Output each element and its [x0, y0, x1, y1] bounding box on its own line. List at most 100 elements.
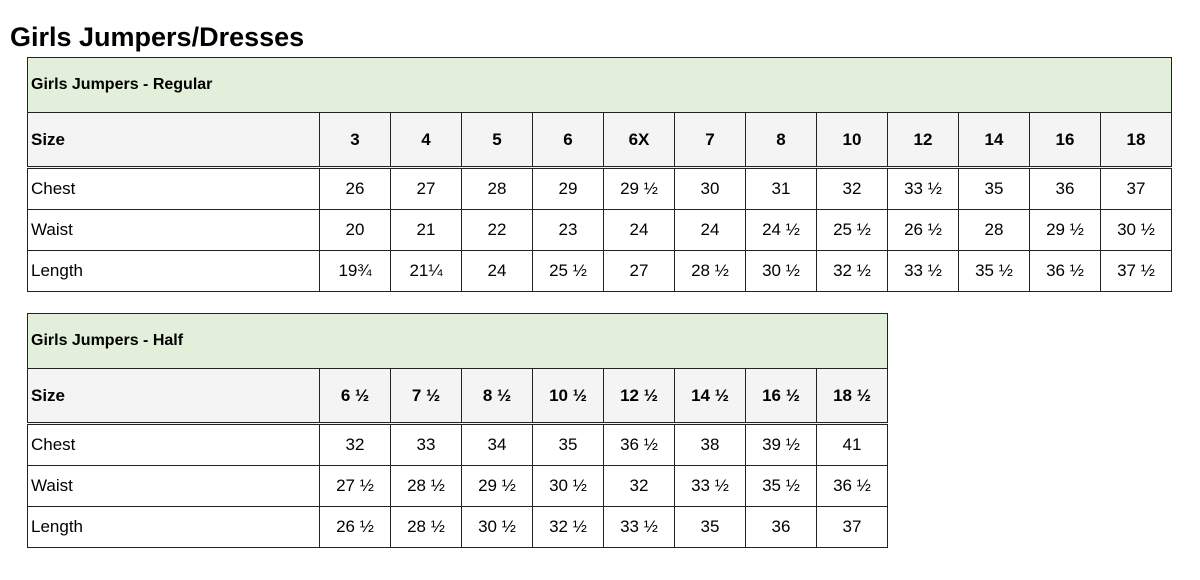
measurement-cell: 28 — [461, 167, 533, 210]
measurement-cell: 29 — [532, 167, 604, 210]
table-title: Girls Jumpers - Half — [27, 313, 888, 369]
measurement-cell: 23 — [532, 209, 604, 251]
size-header: 18 ½ — [816, 368, 888, 425]
size-header: 6 ½ — [319, 368, 391, 425]
measurement-cell: 36 ½ — [603, 423, 675, 466]
row-label: Length — [27, 506, 320, 548]
measurement-cell: 31 — [745, 167, 817, 210]
measurement-cell: 26 ½ — [319, 506, 391, 548]
measurement-cell: 36 — [745, 506, 817, 548]
measurement-cell: 32 ½ — [816, 250, 888, 292]
regular-size-table: Girls Jumpers - Regular Size 3 4 5 6 6X 7 8 10 12 1… — [27, 57, 1172, 292]
size-header: 14 — [958, 112, 1030, 169]
measurement-cell: 29 ½ — [603, 167, 675, 210]
measurement-cell: 24 — [461, 250, 533, 292]
measurement-cell: 24 ½ — [745, 209, 817, 251]
row-label: Waist — [27, 465, 320, 507]
measurement-cell: 33 ½ — [674, 465, 746, 507]
measurement-cell: 33 ½ — [887, 250, 959, 292]
table-row: Length 26 ½ 28 ½ 30 ½ 32 ½ 33 ½ 35 36 37 — [27, 506, 888, 548]
size-header: 16 ½ — [745, 368, 817, 425]
size-header: 3 — [319, 112, 391, 169]
table-row: Chest 26 27 28 29 29 ½ 30 31 32 33 ½ 35 36 37 — [27, 167, 1172, 210]
measurement-cell: 27 — [390, 167, 462, 210]
measurement-cell: 35 — [958, 167, 1030, 210]
measurement-cell: 30 ½ — [461, 506, 533, 548]
measurement-cell: 24 — [603, 209, 675, 251]
measurement-cell: 19¾ — [319, 250, 391, 292]
measurement-cell: 28 ½ — [674, 250, 746, 292]
table-row: Waist 20 21 22 23 24 24 24 ½ 25 ½ 26 ½ 28 29 ½ 30 ½ — [27, 209, 1172, 251]
measurement-cell: 24 — [674, 209, 746, 251]
table-row: Waist 27 ½ 28 ½ 29 ½ 30 ½ 32 33 ½ 35 ½ 36 ½ — [27, 465, 888, 507]
measurement-cell: 26 ½ — [887, 209, 959, 251]
row-label: Length — [27, 250, 320, 292]
measurement-cell: 29 ½ — [461, 465, 533, 507]
table-row: Length 19¾ 21¼ 24 25 ½ 27 28 ½ 30 ½ 32 ½ 33 ½ 35 ½… — [27, 250, 1172, 292]
measurement-cell: 21¼ — [390, 250, 462, 292]
measurement-cell: 35 ½ — [745, 465, 817, 507]
row-label: Chest — [27, 423, 320, 466]
table-title-row: Girls Jumpers - Regular — [27, 57, 1172, 113]
measurement-cell: 39 ½ — [745, 423, 817, 466]
measurement-cell: 32 ½ — [532, 506, 604, 548]
measurement-cell: 30 ½ — [532, 465, 604, 507]
size-header: 4 — [390, 112, 462, 169]
measurement-cell: 35 — [674, 506, 746, 548]
size-header: 5 — [461, 112, 533, 169]
size-header: 10 ½ — [532, 368, 604, 425]
measurement-cell: 37 ½ — [1100, 250, 1172, 292]
measurement-cell: 27 ½ — [319, 465, 391, 507]
size-header: 12 ½ — [603, 368, 675, 425]
size-header: 14 ½ — [674, 368, 746, 425]
size-header: 6 — [532, 112, 604, 169]
measurement-cell: 36 — [1029, 167, 1101, 210]
measurement-cell: 32 — [319, 423, 391, 466]
size-header: 12 — [887, 112, 959, 169]
table-title-row: Girls Jumpers - Half — [27, 313, 888, 369]
row-label: Chest — [27, 167, 320, 210]
measurement-cell: 33 — [390, 423, 462, 466]
measurement-cell: 30 ½ — [745, 250, 817, 292]
measurement-cell: 28 ½ — [390, 465, 462, 507]
measurement-cell: 26 — [319, 167, 391, 210]
header-label: Size — [27, 368, 320, 425]
page-title: Girls Jumpers/Dresses — [10, 22, 305, 52]
measurement-cell: 27 — [603, 250, 675, 292]
size-header: 18 — [1100, 112, 1172, 169]
measurement-cell: 25 ½ — [532, 250, 604, 292]
measurement-cell: 37 — [816, 506, 888, 548]
measurement-cell: 35 — [532, 423, 604, 466]
size-header: 6X — [603, 112, 675, 169]
measurement-cell: 36 ½ — [1029, 250, 1101, 292]
measurement-cell: 36 ½ — [816, 465, 888, 507]
header-label: Size — [27, 112, 320, 169]
measurement-cell: 32 — [816, 167, 888, 210]
size-header: 16 — [1029, 112, 1101, 169]
size-header: 7 — [674, 112, 746, 169]
measurement-cell: 30 — [674, 167, 746, 210]
measurement-cell: 32 — [603, 465, 675, 507]
measurement-cell: 37 — [1100, 167, 1172, 210]
measurement-cell: 25 ½ — [816, 209, 888, 251]
header-row: Size 3 4 5 6 6X 7 8 10 12 14 16 18 — [27, 112, 1172, 169]
measurement-cell: 29 ½ — [1029, 209, 1101, 251]
size-header: 8 — [745, 112, 817, 169]
size-header: 10 — [816, 112, 888, 169]
measurement-cell: 28 ½ — [390, 506, 462, 548]
size-header: 7 ½ — [390, 368, 462, 425]
measurement-cell: 35 ½ — [958, 250, 1030, 292]
table-row: Chest 32 33 34 35 36 ½ 38 39 ½ 41 — [27, 423, 888, 466]
table-title: Girls Jumpers - Regular — [27, 57, 1172, 113]
measurement-cell: 20 — [319, 209, 391, 251]
measurement-cell: 30 ½ — [1100, 209, 1172, 251]
size-header: 8 ½ — [461, 368, 533, 425]
measurement-cell: 38 — [674, 423, 746, 466]
measurement-cell: 34 — [461, 423, 533, 466]
measurement-cell: 33 ½ — [603, 506, 675, 548]
measurement-cell: 28 — [958, 209, 1030, 251]
measurement-cell: 21 — [390, 209, 462, 251]
measurement-cell: 22 — [461, 209, 533, 251]
